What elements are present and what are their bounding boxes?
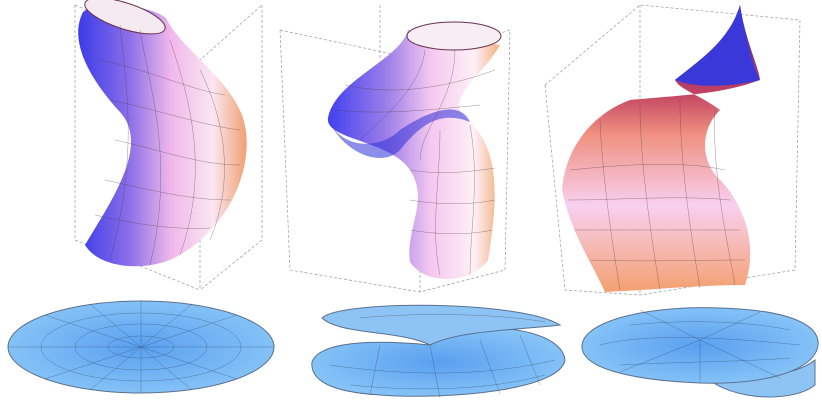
mesh-lines bbox=[8, 301, 274, 393]
disk-surface-2 bbox=[311, 304, 566, 399]
tube-surface-2 bbox=[327, 21, 502, 280]
ribbon-surface bbox=[562, 5, 760, 292]
mesh-lines bbox=[599, 309, 801, 382]
mesh-lines bbox=[94, 24, 241, 266]
tube-opening bbox=[406, 21, 502, 51]
mesh-lines bbox=[334, 49, 496, 276]
tube-fold bbox=[328, 109, 470, 159]
disk-lower bbox=[311, 327, 566, 397]
mesh-lines bbox=[567, 99, 746, 291]
ribbon-back bbox=[675, 5, 760, 86]
disk-surface-3 bbox=[581, 307, 819, 398]
disk-surface-1 bbox=[7, 300, 275, 394]
tube-body bbox=[78, 5, 247, 267]
tube-body bbox=[327, 30, 500, 280]
tube-surface-1 bbox=[78, 0, 247, 267]
disk-upper bbox=[321, 304, 562, 346]
tube-opening bbox=[84, 0, 166, 35]
